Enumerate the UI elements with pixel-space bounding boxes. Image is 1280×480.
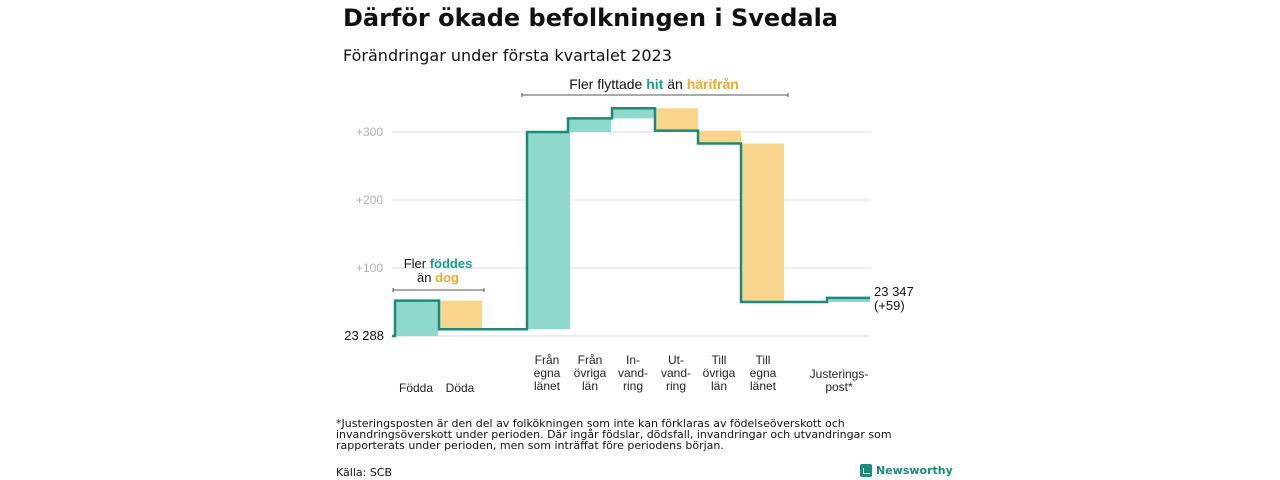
waterfall-bar [612, 108, 655, 119]
category-label: Justerings-post* [810, 367, 869, 394]
running-total-line [392, 106, 870, 338]
births-annotation-line1: Fler föddes [404, 256, 473, 271]
chart-title: Därför ökade befolkningen i Svedala [343, 4, 838, 32]
category-label: Ut-vand-ring [661, 353, 691, 393]
newsworthy-logo: Newsworthy [860, 464, 953, 477]
waterfall-bar [568, 118, 611, 132]
category-label: In-vand-ring [618, 353, 648, 393]
waterfall-bar [395, 300, 438, 336]
waterfall-chart: +100 +200 +300 23 288 23 347(+59) Födda Döda F… [344, 76, 914, 395]
waterfall-bar [655, 108, 698, 131]
source-label: Källa: SCB [336, 466, 393, 479]
chart-logo-icon [860, 464, 872, 477]
waterfall-bar [527, 132, 570, 330]
category-label: Från egna länet [534, 353, 561, 393]
category-label: Till egna länet [750, 353, 777, 393]
category-label: Till övriga län [703, 353, 736, 393]
y-tick-label: +100 [356, 261, 383, 275]
migration-annotation: Fler flyttade hit än härifrån [569, 76, 739, 92]
y-tick-label: +200 [356, 193, 383, 207]
end-change-label: (+59) [874, 298, 905, 313]
start-value-label: 23 288 [344, 328, 384, 343]
category-label: Döda [446, 381, 475, 395]
category-label: Från övriga län [574, 353, 607, 393]
chart-subtitle: Förändringar under första kvartalet 2023 [343, 46, 672, 65]
end-value-label: 23 347 [874, 284, 914, 299]
births-annotation-line2: än dog [417, 270, 459, 285]
waterfall-bar [827, 297, 870, 302]
waterfall-bar [698, 130, 741, 144]
waterfall-bar [439, 300, 482, 330]
category-label: Födda [399, 381, 433, 395]
footnote: *Justeringsposten är den del av folkökni… [336, 417, 892, 452]
waterfall-bar [741, 143, 784, 302]
y-tick-label: +300 [356, 125, 383, 139]
logo-text: Newsworthy [876, 464, 953, 477]
